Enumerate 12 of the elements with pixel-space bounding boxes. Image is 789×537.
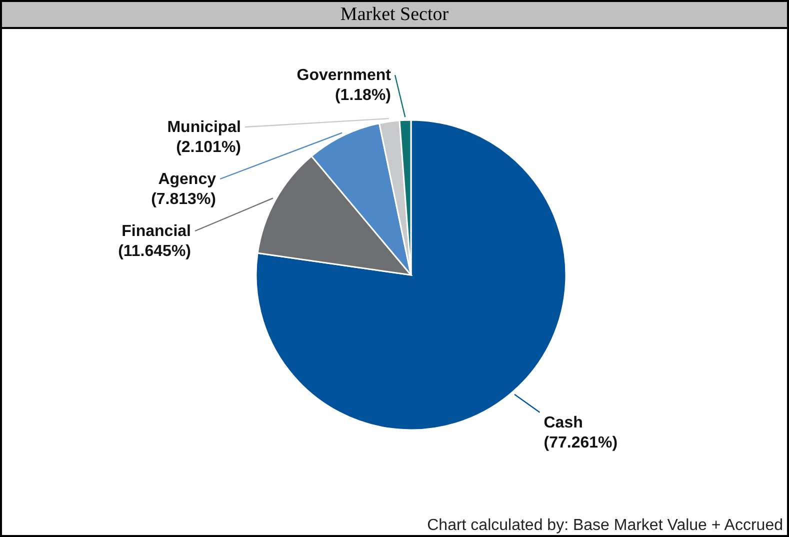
slice-label: Cash xyxy=(544,414,583,432)
slice-label: Government xyxy=(296,67,392,84)
data-label: (7.813%) xyxy=(151,191,216,208)
data-label: (2.101%) xyxy=(176,139,241,156)
chart-title: Market Sector xyxy=(2,2,787,29)
slice-label: Municipal xyxy=(167,119,241,136)
slice-label: Financial xyxy=(122,223,191,240)
text: Chart calculated by: Base Market Value + Accrued xyxy=(427,517,783,535)
data-label: (77.261%) xyxy=(544,434,618,452)
slice-label: Agency xyxy=(158,171,216,188)
data-label: (1.18%) xyxy=(334,87,391,104)
data-label: (11.645%) xyxy=(118,243,191,260)
